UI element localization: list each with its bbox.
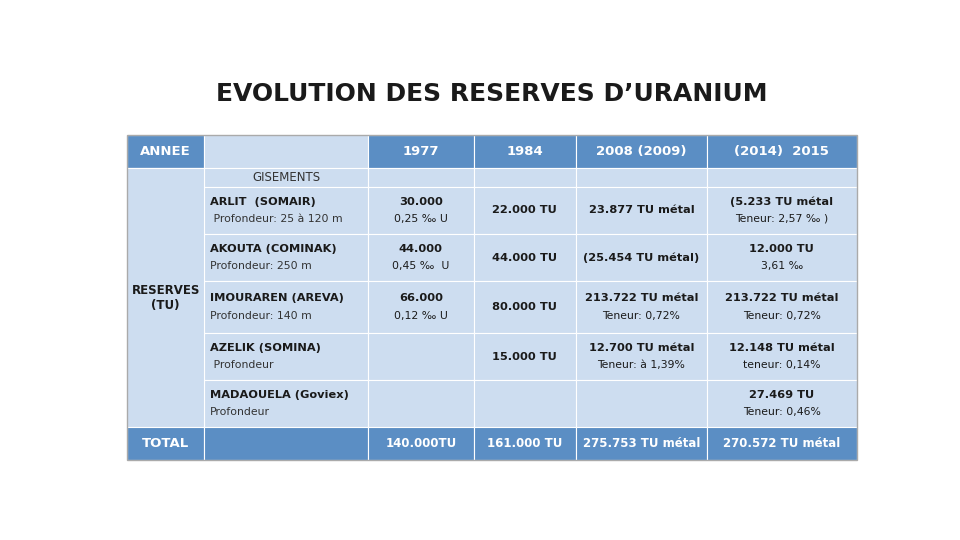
Text: teneur: 0,14%: teneur: 0,14%	[743, 360, 821, 370]
Text: Profondeur: Profondeur	[210, 407, 270, 417]
Bar	[474, 428, 576, 460]
Bar	[474, 168, 576, 187]
Text: (5.233 TU métal: (5.233 TU métal	[731, 197, 833, 207]
Text: (2014)  2015: (2014) 2015	[734, 145, 829, 158]
Bar	[708, 281, 856, 333]
Text: TOTAL: TOTAL	[142, 437, 189, 450]
Text: EVOLUTION DES RESERVES D’URANIUM: EVOLUTION DES RESERVES D’URANIUM	[216, 82, 768, 106]
Text: GISEMENTS: GISEMENTS	[252, 171, 320, 184]
Bar	[368, 168, 474, 187]
Bar	[474, 136, 576, 168]
Bar	[576, 281, 708, 333]
Bar	[576, 234, 708, 281]
Text: IMOURAREN (AREVA): IMOURAREN (AREVA)	[210, 293, 344, 303]
Text: 3,61 ‰: 3,61 ‰	[760, 261, 803, 271]
Bar	[368, 281, 474, 333]
Bar	[368, 187, 474, 234]
Text: 270.572 TU métal: 270.572 TU métal	[723, 437, 840, 450]
Text: 27.469 TU: 27.469 TU	[749, 390, 814, 400]
Bar	[708, 380, 856, 428]
Bar	[204, 333, 368, 380]
Text: 30.000: 30.000	[399, 197, 443, 207]
Text: Teneur: 0,72%: Teneur: 0,72%	[603, 312, 681, 321]
Bar	[474, 333, 576, 380]
Text: Teneur: 0,46%: Teneur: 0,46%	[743, 407, 821, 417]
Text: 213.722 TU métal: 213.722 TU métal	[585, 293, 698, 303]
Text: 0,12 ‰ U: 0,12 ‰ U	[394, 312, 448, 321]
Text: 1977: 1977	[402, 145, 439, 158]
Bar	[474, 281, 576, 333]
Text: 275.753 TU métal: 275.753 TU métal	[583, 437, 700, 450]
Text: 0,25 ‰ U: 0,25 ‰ U	[394, 214, 448, 224]
Text: (25.454 TU métal): (25.454 TU métal)	[584, 252, 700, 263]
Bar	[474, 234, 576, 281]
Text: 22.000 TU: 22.000 TU	[492, 205, 557, 215]
Text: 12.700 TU métal: 12.700 TU métal	[588, 343, 694, 353]
Text: ARLIT  (SOMAIR): ARLIT (SOMAIR)	[210, 197, 316, 207]
Text: Teneur: 2,57 ‰ ): Teneur: 2,57 ‰ )	[735, 214, 828, 224]
Text: AKOUTA (COMINAK): AKOUTA (COMINAK)	[210, 244, 337, 254]
Bar	[708, 234, 856, 281]
Bar	[576, 187, 708, 234]
Text: ANNEE: ANNEE	[140, 145, 191, 158]
Text: 23.877 TU métal: 23.877 TU métal	[588, 205, 694, 215]
Bar	[576, 380, 708, 428]
Bar	[368, 380, 474, 428]
Text: Profondeur: 250 m: Profondeur: 250 m	[210, 261, 312, 271]
Text: 0,45 ‰  U: 0,45 ‰ U	[393, 261, 449, 271]
Bar	[128, 187, 204, 234]
Bar	[708, 428, 856, 460]
Text: Profondeur: 140 m: Profondeur: 140 m	[210, 312, 312, 321]
Bar	[128, 428, 204, 460]
Bar	[204, 136, 368, 168]
Text: Profondeur: 25 à 120 m: Profondeur: 25 à 120 m	[210, 214, 343, 224]
Text: MADAOUELA (Goviex): MADAOUELA (Goviex)	[210, 390, 348, 400]
Bar	[204, 428, 368, 460]
Text: RESERVES
(TU): RESERVES (TU)	[132, 284, 200, 312]
Bar	[368, 136, 474, 168]
Bar	[576, 333, 708, 380]
Bar	[204, 380, 368, 428]
Bar	[128, 136, 204, 168]
Text: Teneur: à 1,39%: Teneur: à 1,39%	[597, 360, 685, 370]
Text: 15.000 TU: 15.000 TU	[492, 352, 557, 362]
Bar	[128, 380, 204, 428]
Bar	[368, 333, 474, 380]
Bar	[708, 333, 856, 380]
Bar	[128, 333, 204, 380]
Text: AZELIK (SOMINA): AZELIK (SOMINA)	[210, 343, 321, 353]
Text: 161.000 TU: 161.000 TU	[487, 437, 563, 450]
Text: 44.000 TU: 44.000 TU	[492, 253, 558, 262]
Text: 80.000 TU: 80.000 TU	[492, 302, 557, 312]
Bar	[708, 187, 856, 234]
Bar	[128, 136, 856, 460]
Bar	[708, 136, 856, 168]
Bar	[576, 428, 708, 460]
Text: 1984: 1984	[507, 145, 543, 158]
Text: 12.148 TU métal: 12.148 TU métal	[729, 343, 834, 353]
Bar	[128, 168, 204, 428]
Bar	[128, 234, 204, 281]
Text: Profondeur: Profondeur	[210, 360, 274, 370]
Text: 66.000: 66.000	[399, 293, 443, 303]
Bar	[204, 281, 368, 333]
Bar	[474, 380, 576, 428]
Text: 44.000: 44.000	[399, 244, 443, 254]
Text: 213.722 TU métal: 213.722 TU métal	[725, 293, 839, 303]
Bar	[368, 234, 474, 281]
Bar	[204, 187, 368, 234]
Bar	[576, 136, 708, 168]
Bar	[204, 168, 368, 187]
Bar	[576, 168, 708, 187]
Text: 2008 (2009): 2008 (2009)	[596, 145, 686, 158]
Text: Teneur: 0,72%: Teneur: 0,72%	[743, 312, 821, 321]
Bar	[708, 168, 856, 187]
Bar	[128, 281, 204, 333]
Bar	[474, 187, 576, 234]
Text: 12.000 TU: 12.000 TU	[750, 244, 814, 254]
Bar	[204, 234, 368, 281]
Text: 140.000TU: 140.000TU	[385, 437, 457, 450]
Bar	[368, 428, 474, 460]
Bar	[128, 168, 204, 187]
